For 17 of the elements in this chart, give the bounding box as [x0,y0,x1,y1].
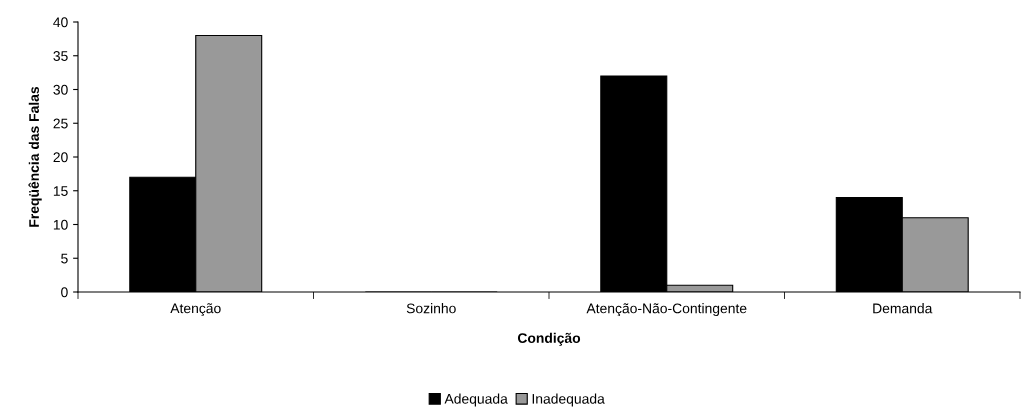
y-tick-label: 30 [53,84,68,95]
x-tick-label: Atenção-Não-Contingente [586,303,747,317]
x-tick-label: Sozinho [406,303,456,314]
legend-label: Adequada [444,393,508,407]
x-tick-label: Demanda [873,303,933,314]
y-tick-label: 15 [53,186,68,196]
y-tick-label: 0 [61,287,68,298]
x-tick-label: Atenção [170,303,221,317]
y-tick-label: 5 [61,253,68,264]
y-tick-label: 10 [53,219,68,230]
y-tick-label: 40 [53,17,68,28]
y-axis-title: Freqüência das Falas [28,86,42,227]
y-tick-label: 20 [53,152,68,163]
legend-label: Inadequada [532,393,605,407]
y-tick-label: 35 [53,51,68,61]
x-axis-title: Condição [517,332,581,346]
y-tick-label: 25 [53,118,68,129]
